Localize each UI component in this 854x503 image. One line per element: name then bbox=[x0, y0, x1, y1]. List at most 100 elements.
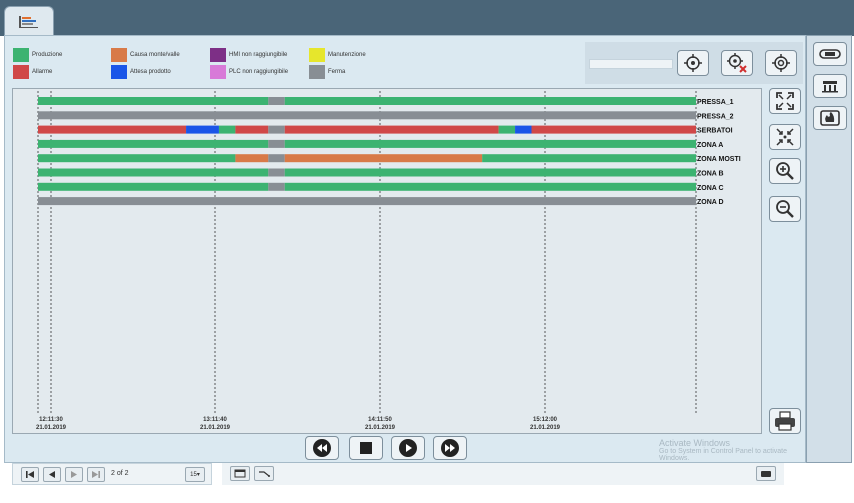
row-label: ZONA MOSTI bbox=[697, 156, 741, 163]
target-field[interactable] bbox=[589, 59, 673, 69]
axis-tick-date: 21.01.2019 bbox=[200, 425, 231, 431]
zoom-in-button[interactable] bbox=[769, 158, 801, 184]
target-icon bbox=[684, 54, 702, 72]
zoom-in-icon bbox=[776, 162, 794, 180]
legend-label: Allarme bbox=[32, 69, 53, 75]
last-page-button[interactable] bbox=[87, 467, 105, 482]
legend-item: Ferma bbox=[309, 65, 345, 79]
timeline-segment[interactable] bbox=[284, 97, 696, 105]
page-indicator: 2 of 2 bbox=[111, 470, 129, 477]
timeline-segment[interactable] bbox=[268, 97, 285, 105]
chart-tab[interactable] bbox=[4, 6, 54, 36]
legend-item: Produzione bbox=[13, 48, 62, 62]
window-icon bbox=[234, 469, 246, 478]
main-panel: Produzione Allarme Causa monte/valle Att… bbox=[4, 35, 806, 463]
legend-item: HMI non raggiungibile bbox=[210, 48, 287, 62]
heat-icon bbox=[820, 110, 840, 126]
target-button[interactable] bbox=[677, 50, 709, 76]
window-button[interactable] bbox=[230, 466, 250, 481]
fast-forward-icon bbox=[441, 439, 459, 457]
rewind-button[interactable] bbox=[305, 436, 339, 460]
next-page-button[interactable] bbox=[65, 467, 83, 482]
next-page-icon bbox=[71, 471, 77, 478]
timeline-segment[interactable] bbox=[482, 154, 696, 163]
title-bar bbox=[0, 0, 854, 36]
timeline-chart[interactable]: PRESSA_1 PRESSA_2 SERBATOI ZONA A ZONA MOSTI… bbox=[12, 88, 762, 434]
collapse-button[interactable] bbox=[769, 124, 801, 150]
legend-label: Manutenzione bbox=[328, 52, 366, 58]
timeline-segment[interactable] bbox=[284, 182, 696, 191]
target-settings-button[interactable] bbox=[765, 50, 797, 76]
timeline-segment[interactable] bbox=[284, 139, 696, 148]
timeline-segment[interactable] bbox=[38, 182, 269, 191]
legend-swatch bbox=[13, 48, 29, 62]
row-label: ZONA C bbox=[697, 185, 724, 192]
heat-button[interactable] bbox=[813, 106, 847, 130]
stop-icon bbox=[360, 442, 372, 454]
timeline-segment[interactable] bbox=[38, 111, 696, 120]
timeline-segment[interactable] bbox=[284, 168, 696, 177]
bottom-bar: 2 of 2 15 ▾ bbox=[4, 463, 810, 503]
timeline-segment[interactable] bbox=[531, 125, 697, 134]
page-size-value: 15 bbox=[190, 471, 197, 478]
row-label: PRESSA_2 bbox=[697, 113, 734, 120]
axis-tick-date: 21.01.2019 bbox=[365, 425, 396, 431]
timeline-segment[interactable] bbox=[235, 154, 269, 163]
timeline-segment[interactable] bbox=[268, 125, 285, 134]
timeline-segment[interactable] bbox=[38, 168, 269, 177]
timeline-segment[interactable] bbox=[284, 154, 483, 163]
axis-tick-time: 14:11:50 bbox=[368, 417, 392, 423]
dropdown-icon: ▾ bbox=[196, 472, 200, 478]
bottom-toolbar bbox=[222, 463, 784, 485]
timeline-segment[interactable] bbox=[284, 125, 499, 134]
timeline-segment[interactable] bbox=[498, 125, 516, 134]
watermark-title: Activate Windows bbox=[659, 438, 731, 448]
right-toolbar bbox=[806, 35, 852, 463]
legend-item: PLC non raggiungibile bbox=[210, 65, 288, 79]
legend-label: Produzione bbox=[32, 52, 63, 58]
legend-label: PLC non raggiungibile bbox=[229, 69, 289, 75]
timeline-segment[interactable] bbox=[186, 125, 219, 134]
stop-button[interactable] bbox=[349, 436, 383, 460]
printer-icon bbox=[775, 411, 795, 431]
page-size-select[interactable]: 15 ▾ bbox=[185, 467, 205, 482]
legend-label: Ferma bbox=[328, 69, 346, 75]
axis-tick-time: 15:12:00 bbox=[533, 417, 558, 423]
timeline-segment[interactable] bbox=[268, 139, 285, 148]
axis-tick-date: 21.01.2019 bbox=[530, 425, 561, 431]
timeline-segment[interactable] bbox=[38, 154, 236, 163]
timeline-segment[interactable] bbox=[268, 168, 285, 177]
timeline-segment[interactable] bbox=[218, 125, 236, 134]
print-small-button[interactable] bbox=[756, 466, 776, 481]
zoom-out-button[interactable] bbox=[769, 196, 801, 222]
row-label: SERBATOI bbox=[697, 128, 733, 135]
target-remove-button[interactable] bbox=[721, 50, 753, 76]
target-remove-icon bbox=[727, 53, 747, 73]
legend-swatch bbox=[210, 48, 226, 62]
legend-label: Causa monte/valle bbox=[130, 52, 180, 58]
first-page-button[interactable] bbox=[21, 467, 39, 482]
machine-button[interactable] bbox=[813, 74, 847, 98]
timeline-segment[interactable] bbox=[38, 125, 187, 134]
expand-button[interactable] bbox=[769, 88, 801, 114]
first-page-icon bbox=[26, 471, 34, 478]
link-icon bbox=[259, 471, 270, 477]
timeline-segment[interactable] bbox=[38, 197, 696, 206]
timeline-segment[interactable] bbox=[268, 154, 285, 163]
conveyor-button[interactable] bbox=[813, 42, 847, 66]
prev-page-button[interactable] bbox=[43, 467, 61, 482]
legend-item: Attesa prodotto bbox=[111, 65, 171, 79]
play-button[interactable] bbox=[391, 436, 425, 460]
timeline-svg: PRESSA_1 PRESSA_2 SERBATOI ZONA A ZONA MOSTI… bbox=[36, 91, 741, 431]
timeline-segment[interactable] bbox=[235, 125, 269, 134]
timeline-segment[interactable] bbox=[38, 139, 269, 148]
print-button[interactable] bbox=[769, 408, 801, 434]
timeline-segment[interactable] bbox=[268, 182, 285, 191]
rewind-icon bbox=[313, 439, 331, 457]
timeline-segment[interactable] bbox=[38, 97, 269, 105]
printer-small-icon bbox=[761, 471, 771, 477]
link-button[interactable] bbox=[254, 466, 274, 481]
fast-forward-button[interactable] bbox=[433, 436, 467, 460]
axis-tick-date: 21.01.2019 bbox=[36, 425, 67, 431]
timeline-segment[interactable] bbox=[515, 125, 532, 134]
